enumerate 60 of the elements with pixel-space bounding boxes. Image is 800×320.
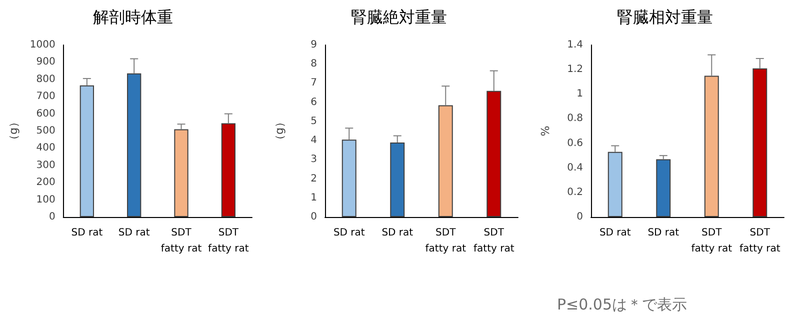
bar [174,129,188,217]
y-tick-label: 600 [36,108,56,120]
chart-title: 腎臓絶対重量 [351,8,447,26]
y-tick-label: 800 [36,74,56,85]
y-tick-label: 4 [310,135,317,146]
x-tick-label: SD rat [382,228,414,238]
y-tick-label: 5 [310,116,317,127]
y-tick-label: 3 [310,154,317,166]
y-tick-label: 1.4 [567,40,583,50]
y-tick-label: 1000 [30,40,56,50]
y-axis-title: （g） [7,116,20,146]
y-tick-label: 0.6 [567,138,583,149]
y-tick-label: 1 [310,192,317,204]
text: P≤0.05は＊で表示 [557,296,688,314]
x-tick-label: SDT fatty rat [160,228,202,254]
x-tick-label: SD rat [71,228,103,238]
y-tick-label: 200 [36,177,56,188]
y-tick-label: 1 [576,88,583,100]
bar [752,68,768,217]
bar [486,90,502,217]
chart-title: 解剖時体重 [93,8,173,26]
y-tick-label: 0 [48,212,56,222]
bar [656,159,671,217]
x-tick-label: SDT fatty rat [691,228,732,254]
bar [80,85,94,217]
x-tick-label: SDT fatty rat [425,228,466,254]
y-tick-label: 8 [310,58,317,70]
y-tick-label: 900 [36,56,56,68]
y-tick-label: 0.2 [567,186,583,198]
x-tick-label: SDT fatty rat [208,228,249,254]
y-tick-label: 7 [310,78,317,89]
y-tick-label: 700 [36,91,56,102]
y-tick-label: 0.8 [567,113,583,124]
y-tick-label: 1.2 [567,64,583,76]
x-tick-label: SDT fatty rat [740,228,780,254]
x-tick-label: SD rat [118,228,150,238]
y-axis-title: % [539,126,552,136]
y-tick-label: 0 [576,212,583,222]
x-tick-label: SD rat [599,228,631,238]
y-tick-label: 300 [36,160,56,171]
y-tick-label: 400 [36,142,56,154]
y-tick-label: 100 [36,194,56,206]
y-tick-label: 0.4 [567,162,583,174]
bar [127,73,142,217]
chart-title: 腎臓相対重量 [617,8,713,26]
x-tick-label: SD rat [333,228,365,238]
bar [390,142,405,217]
y-tick-label: 6 [310,96,317,108]
y-axis-title: （g） [273,116,286,146]
y-tick-label: 9 [310,40,317,50]
bar [608,152,622,217]
y-tick-label: 2 [310,173,317,184]
bar [438,105,453,217]
x-tick-label: SD rat [648,228,680,238]
bar [221,123,236,217]
y-tick-label: 0 [310,212,317,222]
y-tick-label: 500 [36,126,56,136]
bar [342,140,356,217]
x-tick-label: SDT fatty rat [474,228,514,254]
bar [704,76,719,217]
